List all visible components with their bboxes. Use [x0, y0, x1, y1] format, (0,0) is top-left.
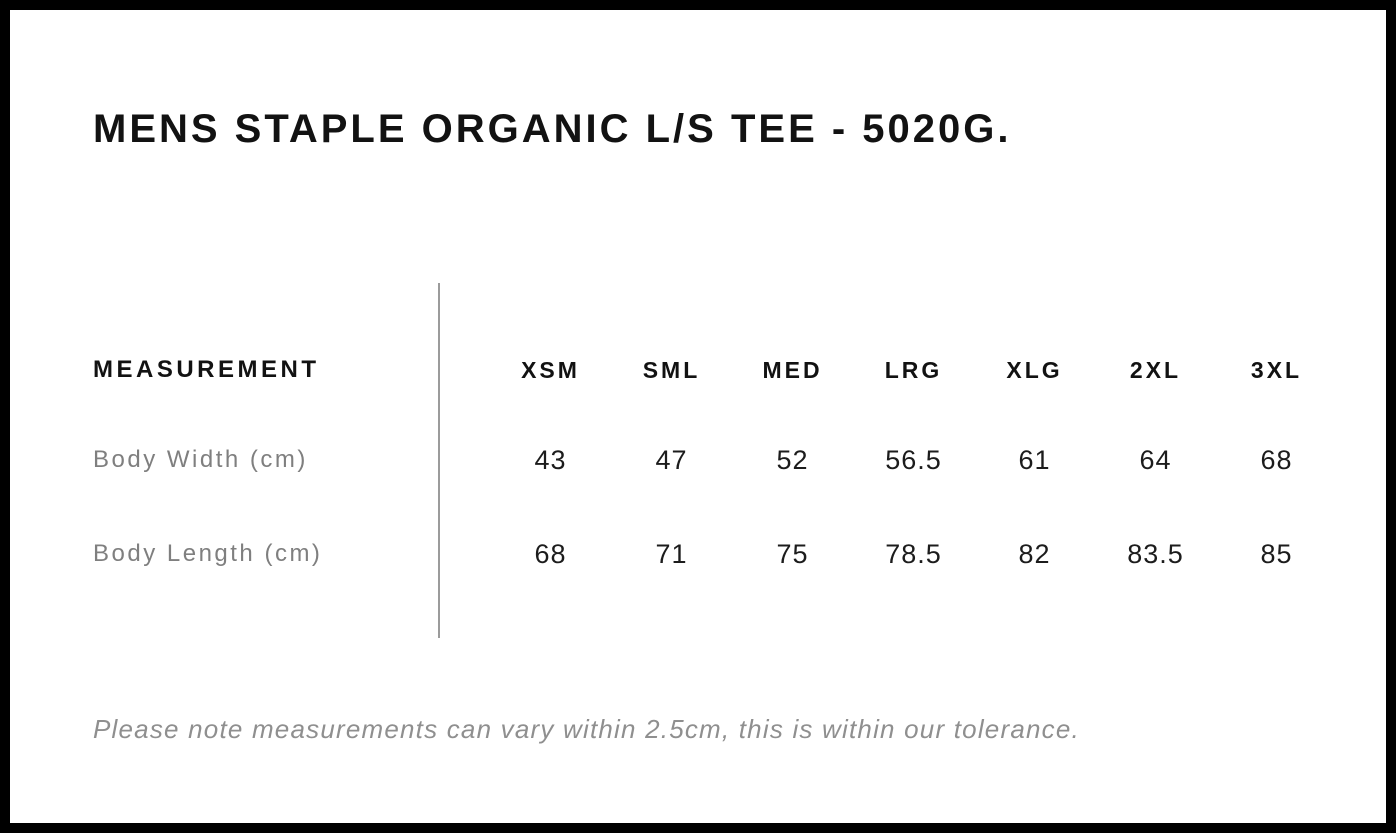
body-length-value-3xl: 85 — [1260, 538, 1293, 569]
size-column-header-med: MED — [762, 356, 823, 383]
body-length-value-sml: 71 — [655, 538, 688, 569]
size-column-header-lrg: LRG — [884, 356, 943, 383]
tolerance-note: Please note measurements can vary within… — [93, 714, 1080, 744]
page-title: MENS STAPLE ORGANIC L/S TEE - 5020G. — [93, 107, 1012, 151]
size-column-header-xsm: XSM — [521, 356, 580, 383]
body-width-value-med: 52 — [776, 444, 809, 475]
body-width-value-3xl: 68 — [1260, 444, 1293, 475]
body-width-value-xsm: 43 — [534, 444, 567, 475]
table-row-body-length: Body Length (cm) 68 71 75 78.5 82 83.5 8… — [10, 534, 1337, 574]
body-width-value-xlg: 61 — [1018, 444, 1051, 475]
body-length-value-lrg: 78.5 — [885, 538, 942, 569]
size-column-header-2xl: 2XL — [1129, 356, 1182, 383]
table-row-body-width: Body Width (cm) 43 47 52 56.5 61 64 68 — [10, 440, 1337, 480]
row-label-body-length: Body Length (cm) — [93, 540, 323, 567]
body-length-value-med: 75 — [776, 538, 809, 569]
row-label-body-width: Body Width (cm) — [93, 446, 308, 473]
body-length-value-xsm: 68 — [534, 538, 567, 569]
size-table-header-row: MEASUREMENT XSM SML MED LRG XLG 2XL 3XL — [10, 350, 1337, 390]
body-length-value-2xl: 83.5 — [1127, 538, 1184, 569]
body-width-value-lrg: 56.5 — [885, 444, 942, 475]
table-divider-line — [438, 283, 440, 638]
measurement-column-header: MEASUREMENT — [93, 356, 320, 383]
size-column-header-3xl: 3XL — [1250, 356, 1303, 383]
body-length-value-xlg: 82 — [1018, 538, 1051, 569]
size-column-header-sml: SML — [642, 356, 701, 383]
body-width-value-2xl: 64 — [1139, 444, 1172, 475]
body-width-value-sml: 47 — [655, 444, 688, 475]
size-column-header-xlg: XLG — [1006, 356, 1063, 383]
